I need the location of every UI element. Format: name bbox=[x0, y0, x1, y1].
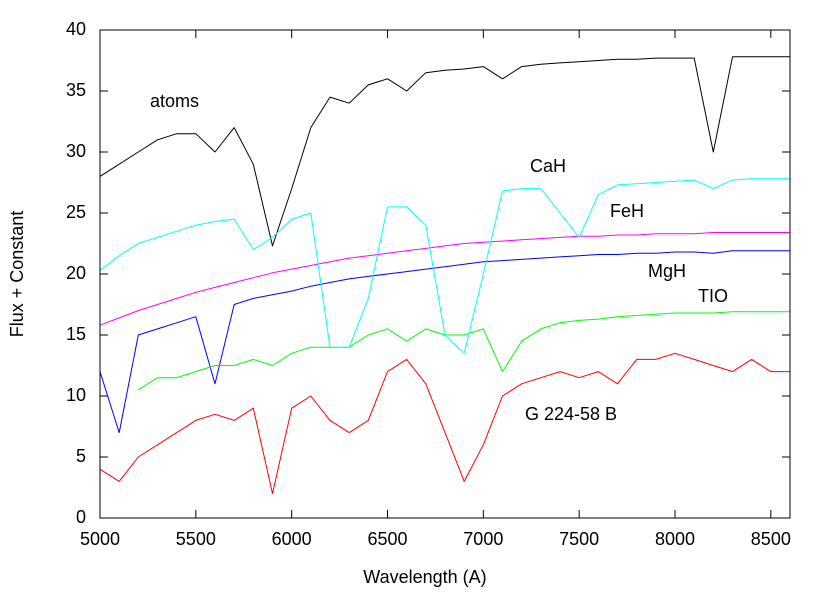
x-tick-label: 8000 bbox=[655, 529, 695, 549]
y-axis-label: Flux + Constant bbox=[7, 211, 27, 338]
y-tick-label: 40 bbox=[66, 19, 86, 39]
series-line bbox=[99, 250, 790, 434]
y-tick-label: 25 bbox=[66, 202, 86, 222]
series-label: FeH bbox=[610, 201, 644, 221]
y-tick-label: 35 bbox=[66, 80, 86, 100]
x-tick-label: 7500 bbox=[559, 529, 599, 549]
series-line bbox=[138, 311, 790, 391]
y-tick-label: 20 bbox=[66, 263, 86, 283]
series-label: atoms bbox=[150, 91, 199, 111]
plot-frame bbox=[99, 29, 791, 519]
y-tick-label: 15 bbox=[66, 324, 86, 344]
x-tick-label: 6000 bbox=[272, 529, 312, 549]
x-tick-label: 7000 bbox=[463, 529, 503, 549]
y-tick-label: 30 bbox=[66, 141, 86, 161]
x-tick-label: 5000 bbox=[80, 529, 120, 549]
x-tick-label: 6500 bbox=[367, 529, 407, 549]
x-axis-label: Wavelength (A) bbox=[363, 567, 486, 587]
x-tick-label: 8500 bbox=[751, 529, 791, 549]
y-tick-label: 5 bbox=[76, 446, 86, 466]
series-label: MgH bbox=[648, 261, 686, 281]
series-line bbox=[99, 232, 790, 326]
y-tick-label: 0 bbox=[76, 507, 86, 527]
series-label: CaH bbox=[530, 156, 566, 176]
series-line bbox=[99, 56, 790, 247]
series-label: TIO bbox=[698, 286, 728, 306]
x-tick-label: 5500 bbox=[176, 529, 216, 549]
y-tick-label: 10 bbox=[66, 385, 86, 405]
series-line bbox=[99, 352, 790, 495]
series-label: G 224-58 B bbox=[525, 404, 617, 424]
series-line bbox=[99, 178, 790, 354]
